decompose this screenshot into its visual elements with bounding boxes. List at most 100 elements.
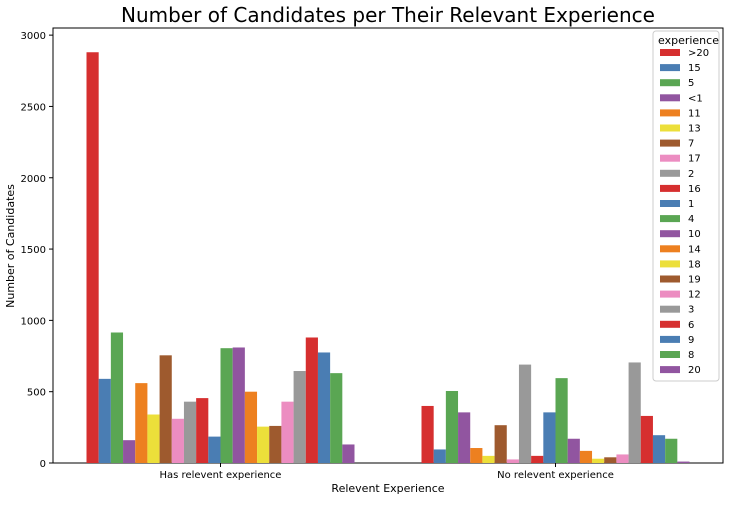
bar [518, 364, 532, 463]
bar [628, 362, 641, 463]
plot-area-frame [52, 27, 724, 464]
legend-entry-label: 16 [688, 184, 701, 195]
legend-swatch [660, 290, 680, 298]
bar [494, 425, 507, 463]
y-axis-label: Number of Candidates [4, 184, 17, 308]
legend-swatch [660, 260, 680, 268]
legend-swatch [660, 351, 680, 358]
y-tick-label: 2000 [21, 174, 46, 185]
legend-swatch [660, 49, 680, 56]
legend-entry-label: 20 [688, 365, 701, 376]
bar [445, 390, 459, 463]
legend-entry-label: 10 [688, 229, 701, 240]
bar [482, 455, 495, 463]
bar [147, 414, 160, 463]
bar [579, 450, 593, 463]
legend-swatch [660, 109, 680, 117]
bar [183, 401, 197, 463]
bar [123, 440, 136, 463]
y-tick-label: 500 [27, 388, 46, 399]
legend-swatch [660, 79, 680, 87]
bar [640, 415, 653, 463]
legend-entry-label: <1 [688, 93, 703, 104]
legend-entry-label: 11 [688, 108, 701, 119]
bar [470, 448, 483, 463]
legend-entry-label: 18 [688, 259, 701, 270]
legend-swatch [660, 320, 680, 328]
bar [531, 455, 544, 463]
chart-title: Number of Candidates per Their Relevant … [121, 3, 655, 27]
bar [110, 332, 124, 463]
legend-entry-label: 17 [688, 154, 701, 165]
x-axis-label: Relevent Experience [331, 482, 444, 495]
bar [616, 454, 629, 463]
y-tick-label: 1000 [21, 316, 46, 327]
legend-swatch [660, 124, 680, 132]
legend-entry-label: 6 [688, 320, 694, 331]
legend-entry-label: 8 [688, 350, 694, 361]
bar [592, 458, 605, 463]
y-tick-label: 1500 [21, 245, 46, 256]
y-tick-label: 3000 [21, 31, 46, 42]
legend: experience >20155<1111371721614101418191… [652, 30, 720, 382]
legend-entry-label: 1 [688, 199, 694, 210]
legend-swatch [660, 139, 680, 147]
legend-entry-label: 14 [688, 244, 701, 255]
legend-entry-label: 19 [688, 275, 701, 286]
legend-swatch [660, 169, 680, 177]
legend-entry-label: 15 [688, 63, 701, 74]
legend-entry-label: 7 [688, 139, 694, 150]
bars-layer [86, 52, 690, 463]
bar [159, 355, 172, 463]
bar [208, 436, 221, 463]
bar [652, 435, 666, 463]
legend-entry-label: 12 [688, 290, 701, 301]
y-axis: 0 500 1000 1500 2000 2500 3000 [21, 31, 53, 470]
bar [196, 398, 209, 463]
legend-swatch [660, 366, 680, 374]
bar [171, 418, 184, 463]
bar [555, 378, 568, 463]
legend-entry-label: 9 [688, 335, 694, 346]
x-axis: Has relevent experience No relevent exper… [160, 463, 614, 481]
x-tick-label: Has relevent experience [160, 470, 282, 481]
bar [305, 337, 318, 463]
legend-entry-label: 4 [688, 214, 694, 225]
bar [220, 348, 233, 463]
legend-entry-label: 3 [688, 305, 694, 316]
legend-swatch [660, 94, 680, 102]
bar [458, 412, 471, 463]
legend-swatch [660, 184, 680, 192]
bar [244, 391, 258, 463]
bar [86, 52, 99, 463]
bar [98, 378, 111, 463]
legend-swatch [660, 215, 680, 223]
legend-swatch [660, 230, 680, 238]
bar [293, 371, 306, 463]
bar [433, 449, 446, 463]
legend-swatch [660, 64, 680, 72]
bar [317, 352, 331, 463]
legend-entry-label: 13 [688, 124, 701, 135]
bar [543, 412, 556, 463]
bar [665, 438, 678, 463]
bar [506, 459, 519, 463]
legend-swatch [660, 154, 680, 162]
y-tick-label: 0 [40, 459, 46, 470]
bar [281, 401, 294, 463]
legend-swatch [660, 245, 680, 253]
bar [232, 347, 245, 463]
legend-swatch [660, 200, 680, 207]
bar [135, 383, 148, 463]
legend-entry-label: 5 [688, 78, 694, 89]
y-tick-label: 2500 [21, 102, 46, 113]
bar [421, 405, 434, 463]
legend-swatch [660, 305, 680, 313]
bar [604, 457, 617, 463]
bar [330, 373, 343, 463]
legend-entry-label: >20 [688, 48, 709, 59]
legend-swatch [660, 275, 680, 283]
bar [567, 438, 580, 463]
bar [257, 426, 270, 463]
